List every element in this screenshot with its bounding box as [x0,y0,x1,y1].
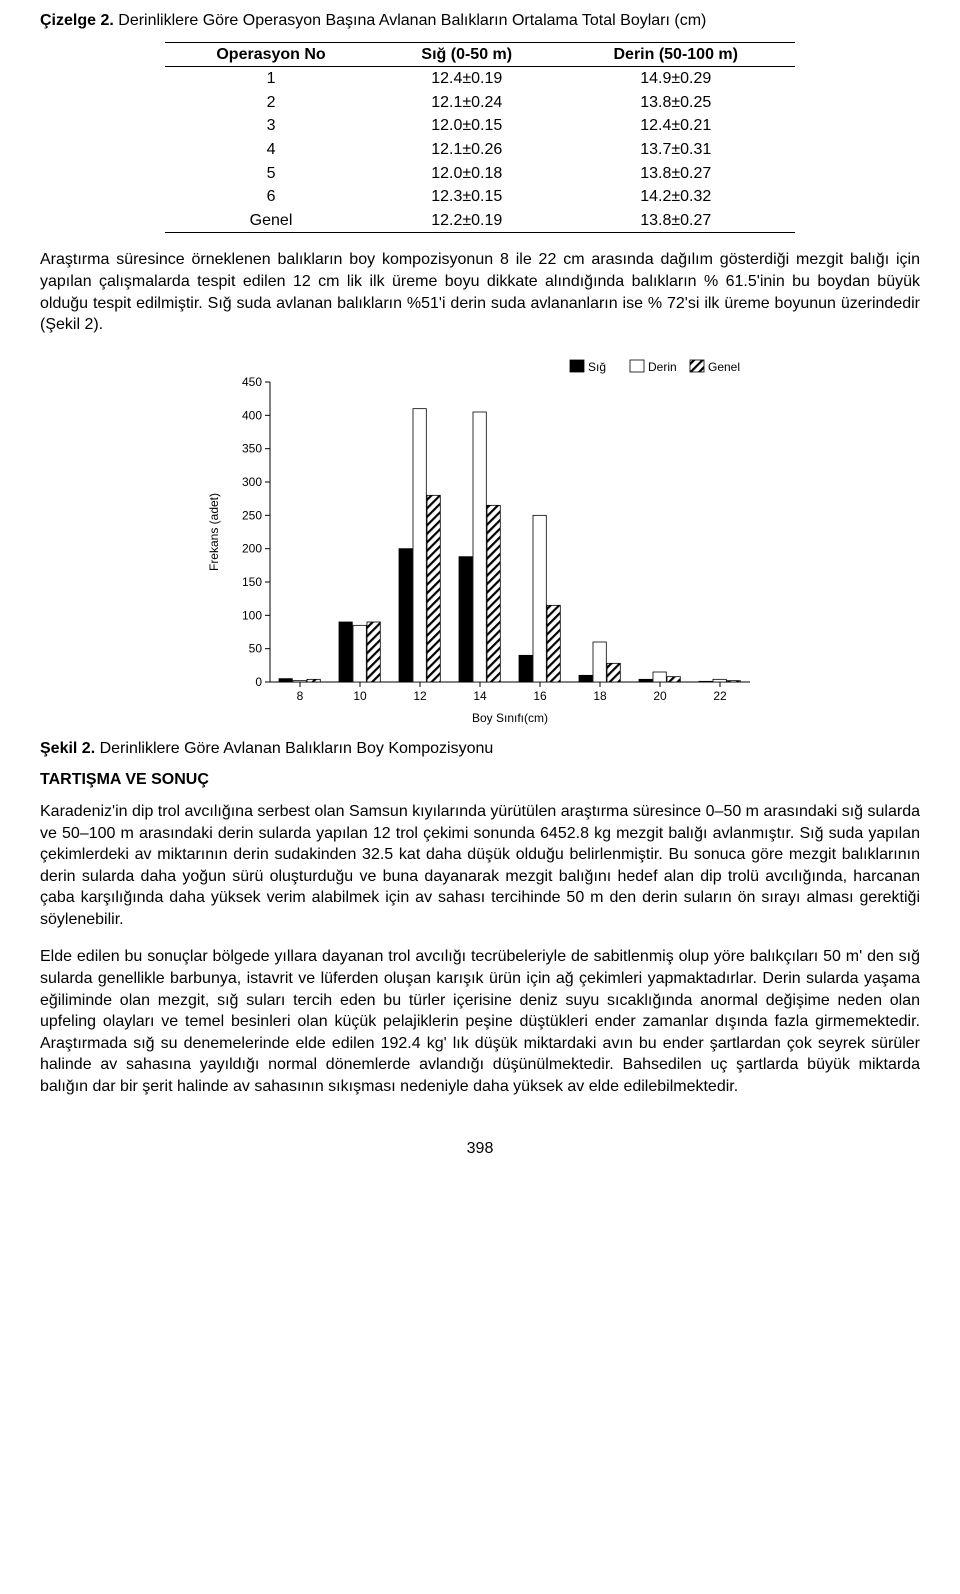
svg-text:10: 10 [353,689,367,703]
paragraph: Elde edilen bu sonuçlar bölgede yıllara … [40,946,920,1097]
table-row: 112.4±0.1914.9±0.29 [165,67,795,91]
table-cell: 2 [165,91,377,115]
svg-text:12: 12 [413,689,427,703]
table-cell: 5 [165,162,377,186]
svg-text:14: 14 [473,689,487,703]
svg-text:Boy Sınıfı(cm): Boy Sınıfı(cm) [472,711,548,725]
page-number: 398 [40,1138,920,1160]
table-header-row: Operasyon No Sığ (0-50 m) Derin (50-100 … [165,42,795,67]
section-heading: TARTIŞMA VE SONUÇ [40,769,920,791]
svg-text:Frekans (adet): Frekans (adet) [207,493,221,571]
table-cell: 12.3±0.15 [377,185,556,209]
svg-text:200: 200 [242,541,262,555]
figure-caption: Şekil 2. Derinliklere Göre Avlanan Balık… [40,738,920,760]
svg-text:8: 8 [297,689,304,703]
table-cell: 13.7±0.31 [556,138,795,162]
svg-text:22: 22 [713,689,727,703]
page: Çizelge 2. Derinliklere Göre Operasyon B… [0,0,960,1189]
table-cell: 13.8±0.25 [556,91,795,115]
svg-text:20: 20 [653,689,667,703]
table-row: Genel12.2±0.1913.8±0.27 [165,209,795,233]
table-cell: 12.2±0.19 [377,209,556,233]
table-row: 612.3±0.1514.2±0.32 [165,185,795,209]
svg-text:Sığ: Sığ [588,360,606,374]
table-cell: 3 [165,114,377,138]
table-cell: 12.0±0.15 [377,114,556,138]
table-cell: 13.8±0.27 [556,162,795,186]
table-row: 512.0±0.1813.8±0.27 [165,162,795,186]
table-row: 412.1±0.2613.7±0.31 [165,138,795,162]
table-row: 312.0±0.1512.4±0.21 [165,114,795,138]
bar-chart: 0 50 100 150 200 250 300 350 400 450 Frekans (adet… [200,352,760,732]
table-caption-prefix: Çizelge 2. [40,12,114,29]
svg-text:Genel: Genel [708,360,740,374]
table-cell: Genel [165,209,377,233]
table-header: Operasyon No [165,42,377,67]
table-wrap: Operasyon No Sığ (0-50 m) Derin (50-100 … [165,42,795,234]
figure-caption-prefix: Şekil 2. [40,740,95,757]
table-row: 212.1±0.2413.8±0.25 [165,91,795,115]
svg-text:300: 300 [242,475,262,489]
svg-text:150: 150 [242,575,262,589]
figure-caption-text: Derinliklere Göre Avlanan Balıkların Boy… [95,740,493,757]
table-caption: Çizelge 2. Derinliklere Göre Operasyon B… [40,10,920,32]
svg-text:100: 100 [242,608,262,622]
table-cell: 14.2±0.32 [556,185,795,209]
svg-text:350: 350 [242,441,262,455]
table-header: Derin (50-100 m) [556,42,795,67]
table-cell: 4 [165,138,377,162]
table-cell: 12.1±0.24 [377,91,556,115]
table-cell: 12.1±0.26 [377,138,556,162]
svg-text:250: 250 [242,508,262,522]
table-caption-text: Derinliklere Göre Operasyon Başına Avlan… [114,12,707,29]
figure: 0 50 100 150 200 250 300 350 400 450 Frekans (adet… [200,352,760,732]
svg-text:Derin: Derin [648,360,677,374]
svg-text:16: 16 [533,689,547,703]
table-cell: 12.0±0.18 [377,162,556,186]
svg-text:50: 50 [249,641,263,655]
svg-text:450: 450 [242,375,262,389]
paragraph: Araştırma süresince örneklenen balıkları… [40,249,920,335]
table-header: Sığ (0-50 m) [377,42,556,67]
table-cell: 6 [165,185,377,209]
svg-text:0: 0 [255,675,262,689]
table-cell: 14.9±0.29 [556,67,795,91]
svg-text:400: 400 [242,408,262,422]
data-table: Operasyon No Sığ (0-50 m) Derin (50-100 … [165,42,795,234]
paragraph: Karadeniz'in dip trol avcılığına serbest… [40,801,920,931]
table-cell: 1 [165,67,377,91]
table-cell: 13.8±0.27 [556,209,795,233]
table-cell: 12.4±0.19 [377,67,556,91]
svg-text:18: 18 [593,689,607,703]
table-cell: 12.4±0.21 [556,114,795,138]
